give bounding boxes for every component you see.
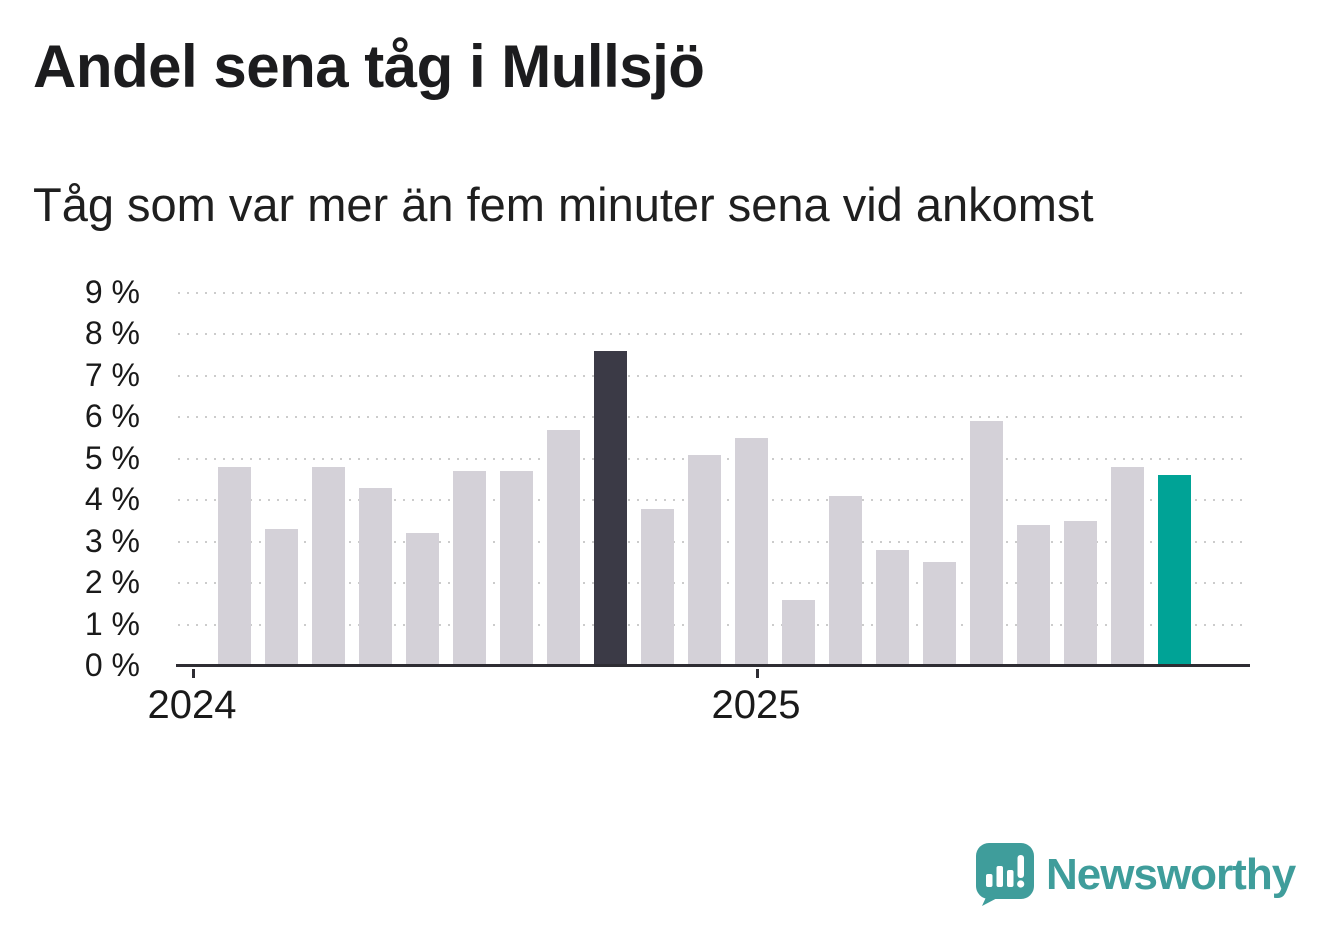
y-tick-label: 6 % — [84, 398, 140, 435]
bar-0 — [218, 467, 251, 666]
x-tick-mark — [192, 669, 195, 678]
y-tick-label: 1 % — [84, 605, 140, 642]
bar-18 — [1064, 520, 1097, 666]
x-axis-line — [176, 664, 1250, 667]
gridline — [178, 292, 1248, 294]
y-tick-label: 0 % — [84, 646, 140, 683]
bar-15 — [923, 562, 956, 666]
y-tick-label: 7 % — [84, 356, 140, 393]
x-tick-label: 2024 — [147, 683, 237, 727]
brand-footer: Newsworthy — [976, 843, 1296, 907]
gridline — [178, 333, 1248, 336]
x-tick-mark — [756, 669, 759, 678]
gridline — [178, 416, 1248, 419]
bar-20 — [1158, 475, 1191, 666]
plot-area: 0 % 1 % 2 % 3 % 4 % 5 % 6 % 7 % 8 % 9 % 2024 2025 — [85, 274, 1250, 727]
bar-13 — [829, 496, 862, 666]
bar-12 — [782, 599, 815, 666]
brand-name: Newsworthy — [1046, 850, 1296, 899]
bar-1 — [265, 529, 298, 666]
y-tick-label: 2 % — [84, 563, 140, 600]
x-tick-label: 2025 — [711, 683, 801, 727]
y-tick-label: 9 % — [84, 273, 140, 310]
y-tick-label: 3 % — [84, 522, 140, 559]
page-subtitle: Tåg som var mer än fem minuter sena vid … — [33, 178, 1094, 231]
page-title: Andel sena tåg i Mullsjö — [33, 33, 705, 100]
bar-7 — [547, 429, 580, 666]
bar-6 — [500, 471, 533, 666]
bar-chart-speech-bubble-icon — [976, 843, 1034, 907]
y-tick-label: 5 % — [84, 439, 140, 476]
y-tick-label: 4 % — [84, 480, 140, 517]
bar-9 — [641, 508, 674, 666]
bar-17 — [1017, 525, 1050, 666]
bar-3 — [359, 487, 392, 666]
y-tick-label: 8 % — [84, 315, 140, 352]
bar-10 — [688, 454, 721, 666]
bar-2 — [312, 467, 345, 666]
bar-5 — [453, 471, 486, 666]
bar-19 — [1111, 467, 1144, 666]
bar-16 — [970, 421, 1003, 666]
bar-11 — [735, 438, 768, 666]
bar-4 — [406, 533, 439, 666]
gridline — [178, 374, 1248, 377]
bar-8 — [594, 351, 627, 666]
bar-14 — [876, 549, 909, 666]
